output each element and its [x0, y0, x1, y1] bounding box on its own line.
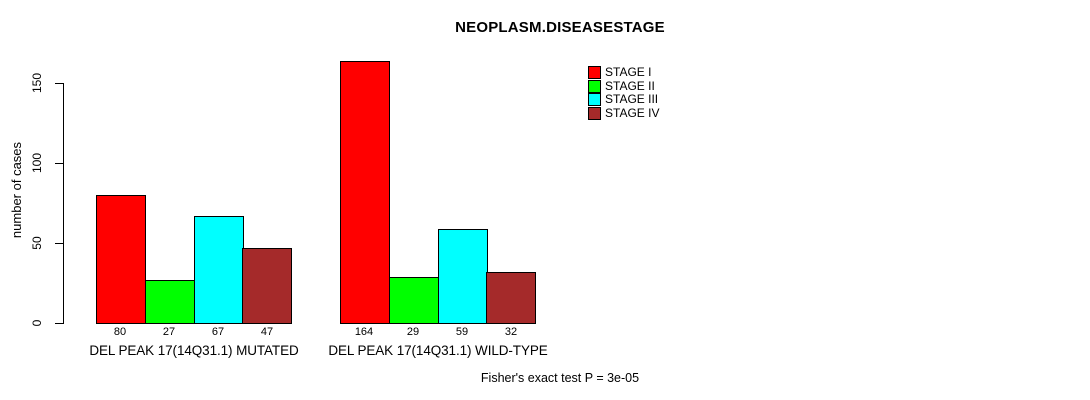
chart-title: NEOPLASM.DISEASESTAGE [455, 19, 665, 36]
bar-value-label: 59 [455, 326, 469, 338]
group-label: DEL PEAK 17(14Q31.1) WILD-TYPE [328, 343, 548, 358]
legend-swatch [588, 66, 601, 80]
legend-label: STAGE II [605, 78, 655, 93]
annotation-text: Fisher's exact test P = 3e-05 [480, 371, 640, 385]
y-axis-tick [55, 323, 63, 324]
y-axis-tick-label: 100 [30, 152, 44, 174]
legend-label: STAGE IV [605, 105, 660, 120]
bar [340, 61, 390, 324]
bar-value-label: 80 [113, 326, 127, 338]
bar [145, 280, 195, 324]
bar [486, 272, 536, 324]
y-axis-tick [55, 163, 63, 164]
legend-label: STAGE III [605, 92, 659, 107]
bar [96, 195, 146, 324]
y-axis-tick [55, 83, 63, 84]
legend-swatch [588, 106, 601, 120]
legend-item: STAGE III [588, 93, 659, 107]
y-axis-tick-label: 150 [30, 72, 44, 94]
bar [242, 248, 292, 324]
bar [194, 216, 244, 324]
legend-swatch [588, 79, 601, 93]
legend: STAGE I STAGE II STAGE III STAGE IV [588, 66, 659, 120]
bar-value-label: 29 [406, 326, 420, 338]
bar-value-label: 27 [162, 326, 176, 338]
group-label: DEL PEAK 17(14Q31.1) MUTATED [89, 343, 299, 358]
legend-item: STAGE II [588, 78, 659, 94]
bar-value-label: 47 [260, 326, 274, 338]
bar [389, 277, 439, 324]
bar-value-label: 32 [504, 326, 518, 338]
y-axis-tick-label: 0 [30, 319, 44, 327]
y-axis-tick [55, 243, 63, 244]
legend-swatch [588, 93, 601, 107]
y-axis-tick-label: 50 [30, 236, 44, 250]
y-axis-line [63, 83, 64, 324]
bar-value-label: 164 [354, 326, 374, 338]
legend-label: STAGE I [605, 65, 652, 80]
bar [438, 229, 488, 324]
legend-item: STAGE I [588, 66, 659, 80]
bar-value-label: 67 [211, 326, 225, 338]
legend-item: STAGE IV [588, 105, 660, 121]
